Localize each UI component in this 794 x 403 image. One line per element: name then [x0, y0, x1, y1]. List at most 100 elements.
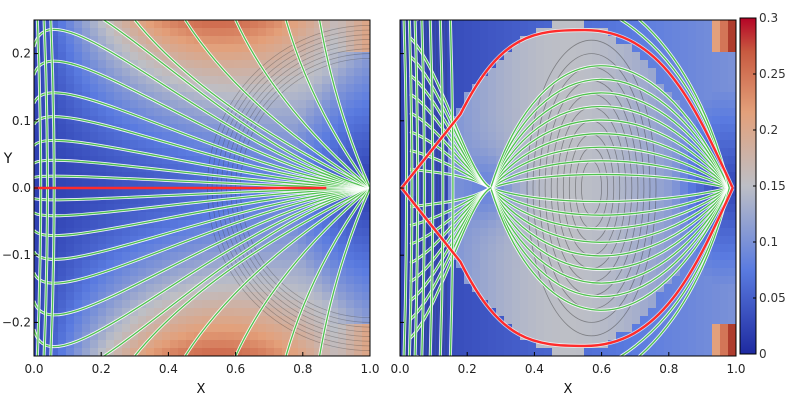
- heatmap-cell: [154, 60, 163, 69]
- heatmap-cell: [90, 308, 99, 317]
- heatmap-cell: [624, 204, 633, 213]
- heatmap-cell: [210, 236, 219, 245]
- heatmap-cell: [664, 100, 673, 109]
- heatmap-cell: [354, 36, 363, 45]
- heatmap-cell: [504, 292, 513, 301]
- heatmap-cell: [528, 36, 537, 45]
- heatmap-cell: [74, 44, 83, 53]
- heatmap-cell: [608, 84, 617, 93]
- heatmap-cell: [592, 316, 601, 325]
- heatmap-cell: [66, 324, 75, 333]
- heatmap-cell: [242, 44, 251, 53]
- field-line: [34, 187, 370, 316]
- heatmap-cell: [584, 36, 593, 45]
- heatmap-cell: [250, 108, 259, 117]
- heatmap-cell: [306, 244, 315, 253]
- heatmap-cell: [720, 20, 729, 29]
- heatmap-cell: [202, 212, 211, 221]
- heatmap-cell: [552, 20, 561, 29]
- contour-line: [526, 39, 657, 337]
- heatmap-cell: [504, 340, 513, 349]
- heatmap-cell: [146, 308, 155, 317]
- heatmap-cell: [234, 84, 243, 93]
- heatmap-cell: [210, 180, 219, 189]
- heatmap-cell: [138, 308, 147, 317]
- field-line: [490, 187, 730, 203]
- heatmap-cell: [146, 108, 155, 117]
- heatmap-cell: [66, 348, 75, 356]
- heatmap-cell: [472, 52, 481, 61]
- heatmap-cell: [298, 36, 307, 45]
- heatmap-cell: [34, 268, 43, 277]
- heatmap-cell: [584, 172, 593, 181]
- heatmap-cell: [576, 228, 585, 237]
- heatmap-cell: [400, 244, 409, 253]
- heatmap-cell: [82, 260, 91, 269]
- heatmap-cell: [234, 44, 243, 53]
- heatmap-cell: [130, 52, 139, 61]
- heatmap-cell: [512, 84, 521, 93]
- heatmap-cell: [130, 212, 139, 221]
- heatmap-cell: [504, 60, 513, 69]
- heatmap-cell: [456, 44, 465, 53]
- heatmap-cell: [66, 84, 75, 93]
- heatmap-cell: [608, 308, 617, 317]
- heatmap-cell: [58, 28, 67, 37]
- heatmap-cell: [456, 36, 465, 45]
- heatmap-cell: [298, 132, 307, 141]
- heatmap-cell: [362, 220, 370, 229]
- heatmap-cell: [258, 316, 267, 325]
- heatmap-cell: [496, 148, 505, 157]
- heatmap-cell: [194, 196, 203, 205]
- heatmap-cell: [258, 284, 267, 293]
- heatmap-cell: [432, 220, 441, 229]
- heatmap-cell: [58, 244, 67, 253]
- heatmap-cell: [424, 204, 433, 213]
- heatmap-cell: [496, 348, 505, 356]
- heatmap-cell: [712, 324, 721, 333]
- heatmap-cell: [290, 252, 299, 261]
- heatmap-cell: [226, 348, 235, 356]
- heatmap-cell: [338, 332, 347, 341]
- heatmap-cell: [98, 228, 107, 237]
- heatmap-cell: [162, 60, 171, 69]
- heatmap-cell: [536, 316, 545, 325]
- heatmap-cell: [306, 132, 315, 141]
- heatmap-cell: [114, 84, 123, 93]
- heatmap-cell: [58, 92, 67, 101]
- heatmap-cell: [424, 36, 433, 45]
- heatmap-cell: [258, 348, 267, 356]
- heatmap-cell: [186, 204, 195, 213]
- heatmap-cell: [242, 204, 251, 213]
- heatmap-cell: [424, 124, 433, 133]
- heatmap-cell: [242, 148, 251, 157]
- heatmap-cell: [576, 36, 585, 45]
- heatmap-cell: [362, 244, 370, 253]
- heatmap-cell: [552, 92, 561, 101]
- heatmap-cell: [712, 100, 721, 109]
- heatmap-cell: [592, 124, 601, 133]
- heatmap-cell: [704, 28, 713, 37]
- heatmap-cell: [656, 44, 665, 53]
- heatmap-cell: [354, 324, 363, 333]
- heatmap-cell: [536, 36, 545, 45]
- heatmap-cell: [528, 44, 537, 53]
- heatmap-cell: [154, 332, 163, 341]
- heatmap-cell: [488, 148, 497, 157]
- heatmap-cell: [354, 204, 363, 213]
- heatmap-cell: [416, 164, 425, 173]
- heatmap-cell: [512, 100, 521, 109]
- heatmap-cell: [194, 284, 203, 293]
- heatmap-cell: [266, 164, 275, 173]
- heatmap-cell: [362, 76, 370, 85]
- heatmap-cell: [728, 140, 736, 149]
- heatmap-cell: [584, 44, 593, 53]
- heatmap-cell: [712, 20, 721, 29]
- heatmap-cell: [258, 220, 267, 229]
- heatmap-cell: [98, 76, 107, 85]
- heatmap-cell: [178, 124, 187, 133]
- heatmap-cell: [314, 260, 323, 269]
- heatmap-cell: [338, 60, 347, 69]
- heatmap-cell: [560, 92, 569, 101]
- heatmap-cell: [544, 44, 553, 53]
